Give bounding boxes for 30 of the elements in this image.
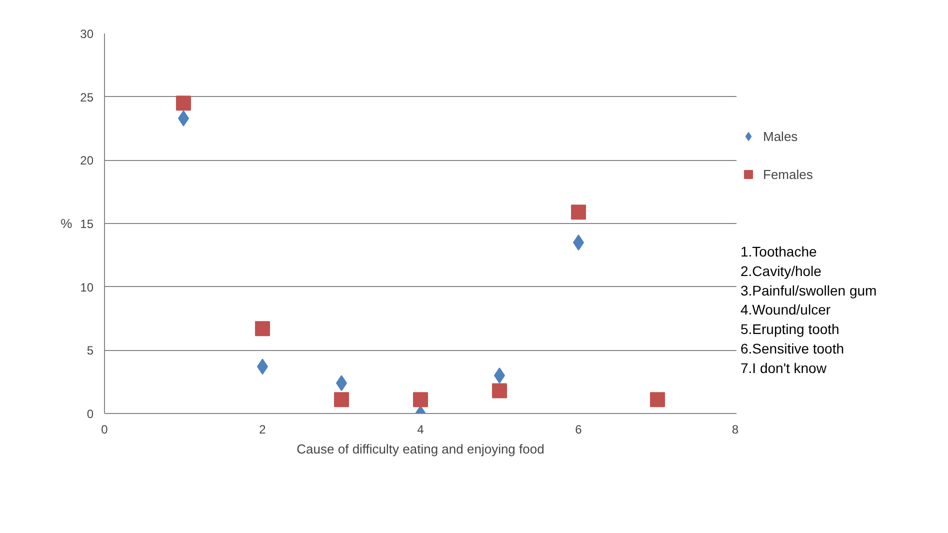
y-axis-title: % <box>60 216 73 231</box>
point <box>176 96 191 111</box>
x-tick-label: 6 <box>575 422 582 436</box>
point <box>334 392 349 408</box>
x-tick-label: 4 <box>417 422 424 436</box>
y-tick-label: 10 <box>80 280 94 294</box>
point <box>413 392 428 408</box>
y-tick-label: 25 <box>80 90 94 104</box>
x-tick-label: 0 <box>101 422 108 436</box>
y-tick-label: 20 <box>80 154 94 168</box>
text: 5.Erupting tooth <box>740 321 840 338</box>
y-tick-label: 15 <box>80 217 94 231</box>
text: 3.Painful/swollen gum <box>740 282 877 298</box>
point <box>255 321 270 336</box>
y-tick-label: 30 <box>80 27 94 41</box>
y-tick-label: 0 <box>86 407 94 421</box>
x-axis-title: Cause of difficulty eating and enjoying food <box>296 442 544 456</box>
text: 4.Wound/ulcer <box>740 302 831 318</box>
text: 6.Sensitive tooth <box>740 340 844 357</box>
text: 7.I don't know <box>740 360 828 376</box>
text: 1.Toothache <box>740 243 817 260</box>
x-tick-label: 2 <box>259 422 266 436</box>
legend-label: Females <box>763 166 813 182</box>
y-tick-label: 5 <box>86 344 94 358</box>
text: 2.Cavity/hole <box>740 262 822 279</box>
legend-label: Males <box>763 128 798 144</box>
point <box>492 383 507 398</box>
x-tick-label: 8 <box>732 422 739 436</box>
point <box>650 392 665 408</box>
point <box>571 204 586 220</box>
